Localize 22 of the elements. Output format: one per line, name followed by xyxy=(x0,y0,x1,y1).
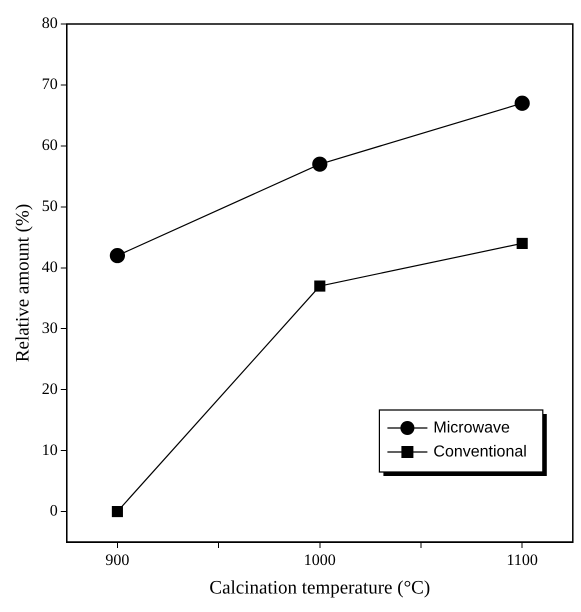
point xyxy=(112,506,123,518)
y-tick-label: 80 xyxy=(42,15,58,32)
x-tick-label: 900 xyxy=(105,552,130,569)
y-tick-label: 30 xyxy=(42,320,58,337)
y-tick-label: 40 xyxy=(42,258,58,276)
x-tick-label: 1100 xyxy=(506,552,538,569)
x-tick-label: 1000 xyxy=(304,552,336,569)
y-tick-label: 70 xyxy=(42,76,58,94)
point xyxy=(110,248,125,264)
y-tick-label: 60 xyxy=(42,137,58,154)
point xyxy=(514,96,530,111)
point xyxy=(312,156,328,172)
point xyxy=(516,238,528,249)
y-tick-label: 0 xyxy=(50,502,58,520)
legend-label: Conventional xyxy=(433,443,527,460)
y-tick-label: 50 xyxy=(42,198,58,216)
x-axis-title: Calcination temperature (°C) xyxy=(209,578,430,599)
legend-label: Microwave xyxy=(433,419,510,436)
y-tick-label: 20 xyxy=(42,380,58,398)
point xyxy=(314,280,326,292)
y-tick-label: 10 xyxy=(42,442,58,459)
y-axis-title: Relative amount (%) xyxy=(12,204,34,362)
